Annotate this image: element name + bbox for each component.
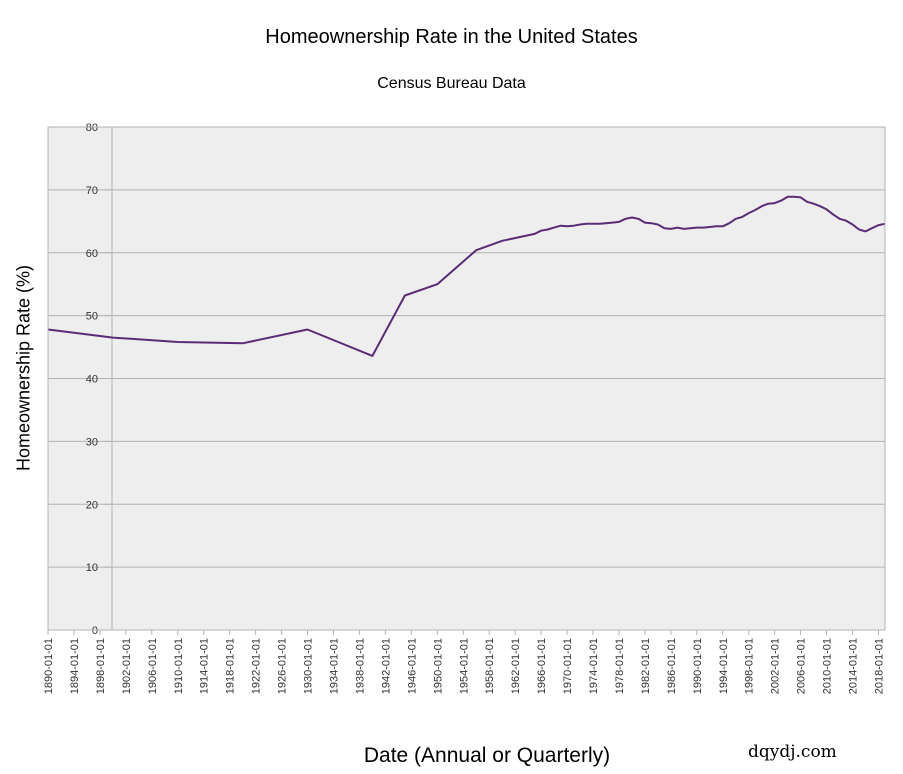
x-tick-label: 1906-01-01 bbox=[147, 638, 159, 694]
x-tick-label: 1978-01-01 bbox=[614, 638, 626, 694]
x-tick-label: 1926-01-01 bbox=[277, 638, 289, 694]
chart-title: Homeownership Rate in the United States bbox=[265, 26, 638, 48]
x-tick-label: 2006-01-01 bbox=[796, 638, 808, 694]
x-tick-label: 1958-01-01 bbox=[484, 638, 496, 694]
y-tick-label: 60 bbox=[86, 248, 98, 260]
x-tick-label: 1966-01-01 bbox=[536, 638, 548, 694]
y-tick-label: 10 bbox=[86, 562, 98, 574]
x-tick-label: 2014-01-01 bbox=[848, 638, 860, 694]
x-tick-label: 2010-01-01 bbox=[822, 638, 834, 694]
y-tick-label: 80 bbox=[86, 122, 98, 134]
x-tick-label: 1990-01-01 bbox=[692, 638, 704, 694]
x-tick-label: 1938-01-01 bbox=[354, 638, 366, 694]
x-tick-label: 1962-01-01 bbox=[510, 638, 522, 694]
x-tick-label: 1922-01-01 bbox=[251, 638, 263, 694]
x-tick-label: 1894-01-01 bbox=[69, 638, 81, 694]
x-tick-label: 1970-01-01 bbox=[562, 638, 574, 694]
plot-frame bbox=[47, 126, 886, 631]
x-tick-label: 1942-01-01 bbox=[380, 638, 392, 694]
x-tick-label: 2002-01-01 bbox=[770, 638, 782, 694]
y-tick-label: 20 bbox=[86, 499, 98, 511]
x-tick-label: 1890-01-01 bbox=[43, 638, 55, 694]
x-tick-label: 1946-01-01 bbox=[406, 638, 418, 694]
y-tick-label: 0 bbox=[92, 625, 98, 637]
x-tick-label: 1930-01-01 bbox=[303, 638, 315, 694]
x-tick-label: 1898-01-01 bbox=[95, 638, 107, 694]
x-tick-label: 1914-01-01 bbox=[199, 638, 211, 694]
watermark: dqydj.com bbox=[748, 742, 837, 762]
y-tick-label: 50 bbox=[86, 311, 98, 323]
x-axis-label: Date (Annual or Quarterly) bbox=[363, 744, 611, 767]
x-tick-label: 1998-01-01 bbox=[744, 638, 756, 694]
x-tick-label: 1902-01-01 bbox=[121, 638, 133, 694]
x-tick-label: 1950-01-01 bbox=[432, 638, 444, 694]
x-tick-label: 1934-01-01 bbox=[328, 638, 340, 694]
x-tick-label: 2018-01-01 bbox=[874, 638, 886, 694]
x-tick-label: 1910-01-01 bbox=[173, 638, 185, 694]
y-tick-label: 40 bbox=[86, 374, 98, 386]
x-tick-label: 1918-01-01 bbox=[225, 638, 237, 694]
y-tick-label: 70 bbox=[86, 185, 98, 197]
chart-subtitle: Census Bureau Data bbox=[377, 75, 526, 92]
x-tick-label: 1982-01-01 bbox=[640, 638, 652, 694]
x-tick-label: 1974-01-01 bbox=[588, 638, 600, 694]
x-tick-label: 1994-01-01 bbox=[718, 638, 730, 694]
y-tick-label: 30 bbox=[86, 436, 98, 448]
series-line bbox=[47, 195, 886, 357]
x-tick-label: 1954-01-01 bbox=[458, 638, 470, 694]
x-tick-label: 1986-01-01 bbox=[666, 638, 678, 694]
